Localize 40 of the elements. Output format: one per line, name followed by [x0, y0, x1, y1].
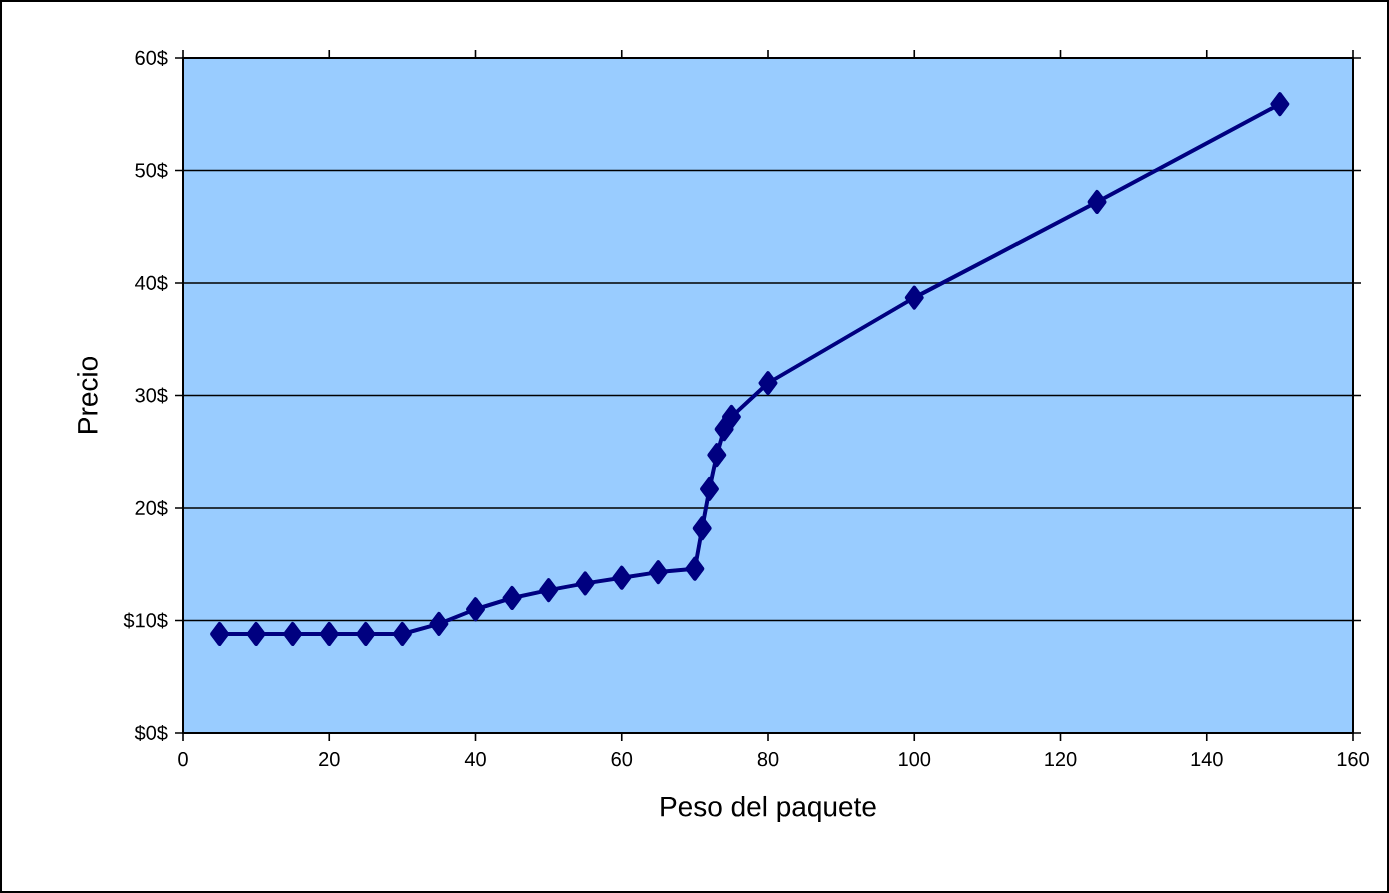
point [612, 565, 632, 590]
point [1087, 189, 1107, 214]
y-tick-label: 20$ [135, 499, 168, 517]
x-tick-label: 0 [178, 752, 188, 767]
point [700, 476, 719, 501]
x-tick-label: 80 [757, 752, 779, 767]
point [429, 611, 449, 636]
x-tick-label: 140 [1191, 752, 1223, 767]
x-tick-label: 20 [319, 752, 340, 767]
y-axis-title: Precio [77, 356, 98, 433]
y-tick-label: 40$ [135, 274, 168, 292]
y-tick-label: 30$ [135, 387, 168, 404]
x-tick-label: 160 [1337, 752, 1369, 767]
y-tick-label: 60$ [135, 49, 168, 67]
point [692, 516, 712, 541]
point [758, 371, 778, 396]
point [466, 597, 486, 622]
point [283, 621, 303, 646]
point [392, 621, 412, 646]
x-tick-label: 120 [1045, 752, 1077, 767]
point [1270, 92, 1290, 117]
x-tick-label: 100 [899, 752, 931, 767]
point [319, 621, 339, 646]
y-tick-label: $0$ [134, 724, 168, 742]
x-tick-label: 60 [611, 752, 633, 767]
point [356, 621, 376, 646]
y-tick-label: $10$ [123, 612, 168, 629]
x-tick-label: 40 [464, 752, 486, 767]
point [575, 571, 595, 596]
point [246, 621, 266, 646]
point [539, 578, 559, 603]
point [685, 556, 705, 581]
point [904, 285, 924, 310]
y-tick-label: 50$ [135, 162, 168, 179]
point [721, 404, 741, 429]
point [502, 585, 522, 610]
point [210, 621, 230, 646]
point [707, 443, 727, 468]
x-axis-title: Peso del paquete [661, 795, 876, 823]
point [648, 560, 668, 585]
